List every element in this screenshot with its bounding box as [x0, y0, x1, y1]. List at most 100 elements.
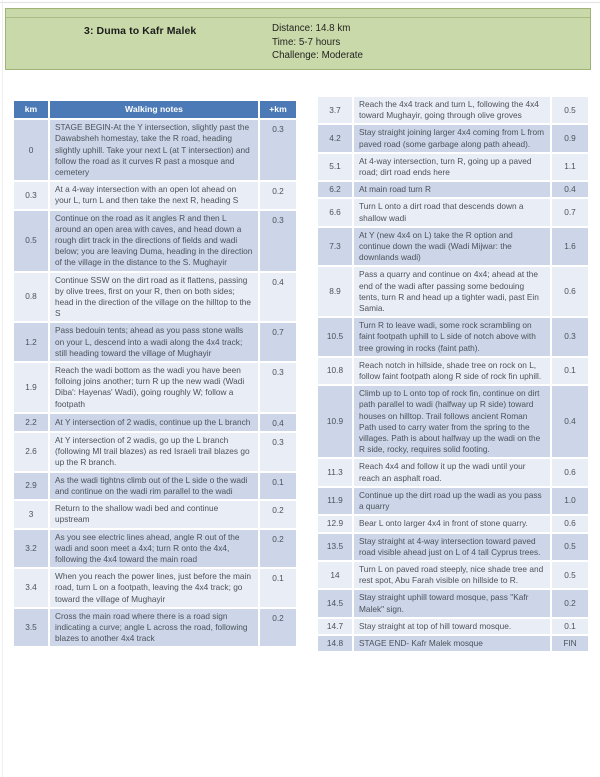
km-cell: 3.2	[14, 529, 48, 568]
note-cell: Stay straight at top of hill toward mosq…	[354, 618, 550, 634]
stage-challenge: Challenge: Moderate	[272, 50, 363, 61]
table-row: 12.9 Bear L onto larger 4x4 in front of s…	[318, 516, 588, 532]
table-row: 2.9 As the wadi tightns climb out of the …	[14, 472, 296, 500]
km-cell: 1.9	[14, 363, 48, 412]
plus-km-cell: 1.0	[552, 487, 588, 515]
km-cell: 2.2	[14, 413, 48, 432]
note-cell: Stay straight joining larger 4x4 coming …	[354, 125, 550, 152]
note-cell: Stay straight uphill toward mosque, pass…	[354, 590, 550, 617]
km-cell: 3.5	[14, 608, 48, 647]
stage-title: 3: Duma to Kafr Malek	[84, 25, 197, 37]
note-cell: Reach 4x4 and follow it up the wadi unti…	[354, 459, 550, 486]
column-header-walking-notes: Walking notes	[50, 101, 258, 119]
km-cell: 3.4	[14, 569, 48, 607]
table-row: 3.7 Reach the 4x4 track and turn L, follo…	[318, 97, 588, 124]
km-cell: 2.9	[14, 472, 48, 500]
note-cell: At Y intersection of 2 wadis, continue u…	[50, 413, 258, 432]
plus-km-cell: 0.3	[552, 318, 588, 356]
km-cell: 10.5	[318, 318, 352, 356]
plus-km-cell: 0.4	[552, 182, 588, 198]
note-cell: As you see electric lines ahead, angle R…	[50, 529, 258, 568]
table-row: 1.9 Reach the wadi bottom as the wadi you…	[14, 363, 296, 412]
note-cell: Turn L on paved road steeply, nice shade…	[354, 561, 550, 589]
plus-km-cell: 0.5	[552, 97, 588, 124]
km-cell: 0	[14, 120, 48, 181]
plus-km-cell: 0.7	[260, 323, 296, 362]
table-row: 3.5 Cross the main road where there is a …	[14, 608, 296, 647]
km-cell: 11.3	[318, 459, 352, 486]
plus-km-cell: 0.1	[260, 472, 296, 500]
plus-km-cell: 0.2	[260, 182, 296, 209]
table-row: 14.7 Stay straight at top of hill toward …	[318, 618, 588, 634]
note-cell: Reach the 4x4 track and turn L, followin…	[354, 97, 550, 124]
note-cell: Cross the main road where there is a roa…	[50, 608, 258, 647]
table-row: 1.2 Pass bedouin tents; ahead as you pass…	[14, 323, 296, 362]
note-cell: STAGE END- Kafr Malek mosque	[354, 635, 550, 652]
km-cell: 6.6	[318, 199, 352, 226]
plus-km-cell: 0.6	[552, 516, 588, 532]
table-row: 14 Turn L on paved road steeply, nice sha…	[318, 561, 588, 589]
table-row: 13.5 Stay straight at 4-way intersection …	[318, 533, 588, 560]
km-cell: 0.3	[14, 182, 48, 209]
km-cell: 11.9	[318, 487, 352, 515]
plus-km-cell: 0.5	[552, 561, 588, 589]
note-cell: Reach notch in hillside, shade tree on r…	[354, 357, 550, 385]
column-header-plus-km: +km	[260, 101, 296, 119]
plus-km-cell: FIN	[552, 635, 588, 652]
note-cell: At 4-way intersection, turn R, going up …	[354, 153, 550, 181]
plus-km-cell: 0.4	[552, 386, 588, 458]
km-cell: 6.2	[318, 182, 352, 198]
plus-km-cell: 0.1	[552, 357, 588, 385]
table-row: 10.5 Turn R to leave wadi, some rock scra…	[318, 318, 588, 356]
table-row: 8.9 Pass a quarry and continue on 4x4; ah…	[318, 267, 588, 317]
table-row: 0 STAGE BEGIN-At the Y intersection, slig…	[14, 120, 296, 181]
plus-km-cell: 0.3	[260, 120, 296, 181]
note-cell: Pass a quarry and continue on 4x4; ahead…	[354, 267, 550, 317]
plus-km-cell: 1.1	[552, 153, 588, 181]
table-row: 2.6 At Y intersection of 2 wadis, go up t…	[14, 433, 296, 471]
table-row: 14.5 Stay straight uphill toward mosque, …	[318, 590, 588, 617]
plus-km-cell: 0.6	[552, 267, 588, 317]
note-cell: Return to the shallow wadi bed and conti…	[50, 501, 258, 528]
column-header-km: km	[14, 101, 48, 119]
note-cell: When you reach the power lines, just bef…	[50, 569, 258, 607]
note-cell: Bear L onto larger 4x4 in front of stone…	[354, 516, 550, 532]
plus-km-cell: 1.6	[552, 227, 588, 266]
stage-meta: Distance: 14.8 km Time: 5-7 hours Challe…	[272, 22, 363, 63]
table-row: 5.1 At 4-way intersection, turn R, going …	[318, 153, 588, 181]
km-cell: 3	[14, 501, 48, 528]
plus-km-cell: 0.7	[552, 199, 588, 226]
km-cell: 2.6	[14, 433, 48, 471]
km-cell: 10.8	[318, 357, 352, 385]
km-cell: 14	[318, 561, 352, 589]
table-row: 0.5 Continue on the road as it angles R a…	[14, 210, 296, 271]
table-row: 6.6 Turn L onto a dirt road that descends…	[318, 199, 588, 226]
table-row: 3.2 As you see electric lines ahead, angl…	[14, 529, 296, 568]
km-cell: 0.5	[14, 210, 48, 271]
table-row: 11.3 Reach 4x4 and follow it up the wadi …	[318, 459, 588, 486]
note-cell: At Y intersection of 2 wadis, go up the …	[50, 433, 258, 471]
stage-distance: Distance: 14.8 km	[272, 23, 351, 34]
note-cell: At main road turn R	[354, 182, 550, 198]
table-header-row: km Walking notes +km	[14, 101, 296, 119]
km-cell: 0.8	[14, 272, 48, 322]
table-row: 3.4 When you reach the power lines, just …	[14, 569, 296, 607]
walking-notes-table-right: 3.7 Reach the 4x4 track and turn L, follo…	[316, 95, 590, 653]
walking-notes-table-left: km Walking notes +km 0 STAGE BEGIN-At the…	[12, 99, 298, 648]
km-cell: 7.3	[318, 227, 352, 266]
table-row: 6.2 At main road turn R 0.4	[318, 182, 588, 198]
km-cell: 14.8	[318, 635, 352, 652]
plus-km-cell: 0.2	[552, 590, 588, 617]
plus-km-cell: 0.2	[260, 529, 296, 568]
plus-km-cell: 0.1	[260, 569, 296, 607]
km-cell: 10.9	[318, 386, 352, 458]
km-cell: 13.5	[318, 533, 352, 560]
table-row: 14.8 STAGE END- Kafr Malek mosque FIN	[318, 635, 588, 652]
page-edge	[2, 0, 3, 777]
plus-km-cell: 0.1	[552, 618, 588, 634]
table-row: 4.2 Stay straight joining larger 4x4 comi…	[318, 125, 588, 152]
note-cell: At Y (new 4x4 on L) take the R option an…	[354, 227, 550, 266]
note-cell: Climb up to L onto top of rock fin, cont…	[354, 386, 550, 458]
km-cell: 14.7	[318, 618, 352, 634]
